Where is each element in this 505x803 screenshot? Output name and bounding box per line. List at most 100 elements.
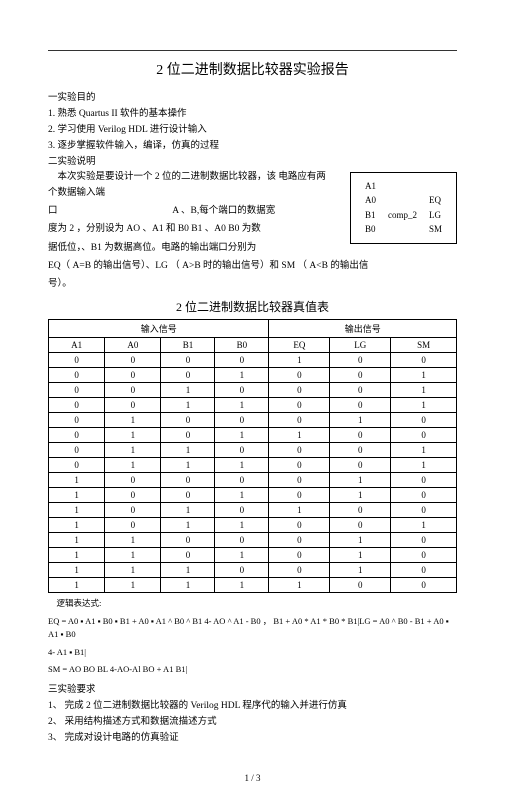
- table-row: 1000010: [49, 472, 457, 487]
- table-cell: 0: [105, 367, 161, 382]
- table-row: 1110010: [49, 562, 457, 577]
- table-row: 1111100: [49, 577, 457, 592]
- diag-sm: SM: [423, 222, 448, 236]
- sm-formula: SM = AO BO BL 4-AO-Al BO + A1 B1|: [48, 663, 457, 677]
- purpose-3: 3. 逐步掌握软件输入，编译，仿真的过程: [48, 137, 457, 151]
- desc-line-4: 据低位，、B1 为数据高位。电路的输出端口分别为: [48, 240, 328, 256]
- req-3: 3、 完成对设计电路的仿真验证: [48, 729, 457, 743]
- req-1: 1、 完成 2 位二进制数据比较器的 Verilog HDL 程序代的输入并进行…: [48, 697, 457, 711]
- table-cell: 0: [391, 412, 457, 427]
- table-cell: 1: [105, 457, 161, 472]
- page-footer: 1 / 3: [48, 773, 457, 783]
- table-cell: 1: [330, 412, 391, 427]
- table-cell: 1: [49, 472, 105, 487]
- table-cell: 1: [49, 517, 105, 532]
- table-row: 0100010: [49, 412, 457, 427]
- table-cell: 0: [391, 487, 457, 502]
- table-cell: 1: [269, 577, 330, 592]
- table-cell: 1: [161, 442, 215, 457]
- table-cell: 1: [269, 502, 330, 517]
- table-cell: 0: [269, 412, 330, 427]
- table-cell: 0: [215, 532, 269, 547]
- table-cell: 1: [161, 577, 215, 592]
- truth-table: 输入信号 输出信号 A1 A0 B1 B0 EQ LG SM 000010000…: [48, 319, 457, 593]
- table-cell: 1: [49, 547, 105, 562]
- purpose-2: 2. 学习使用 Verilog HDL 进行设计输入: [48, 121, 457, 135]
- table-cell: 0: [215, 352, 269, 367]
- table-cell: 1: [161, 457, 215, 472]
- table-cell: 0: [391, 352, 457, 367]
- table-row: 0000100: [49, 352, 457, 367]
- col-b1: B1: [161, 337, 215, 352]
- table-cell: 0: [161, 412, 215, 427]
- table-cell: 1: [49, 502, 105, 517]
- table-row: 0111001: [49, 457, 457, 472]
- table-cell: 0: [330, 577, 391, 592]
- purpose-1: 1. 熟悉 Quartus II 软件的基本操作: [48, 105, 457, 119]
- truth-header-row: A1 A0 B1 B0 EQ LG SM: [49, 337, 457, 352]
- table-row: 1101010: [49, 547, 457, 562]
- table-cell: 0: [269, 457, 330, 472]
- table-cell: 1: [330, 487, 391, 502]
- th-output: 输出信号: [269, 319, 457, 337]
- diag-b0: B0: [359, 222, 382, 236]
- table-cell: 1: [215, 427, 269, 442]
- table-cell: 0: [391, 427, 457, 442]
- table-cell: 0: [215, 562, 269, 577]
- table-cell: 0: [391, 472, 457, 487]
- table-cell: 0: [391, 562, 457, 577]
- table-cell: 0: [330, 397, 391, 412]
- table-cell: 0: [161, 352, 215, 367]
- table-cell: 0: [330, 382, 391, 397]
- table-cell: 0: [269, 397, 330, 412]
- table-cell: 1: [105, 547, 161, 562]
- table-cell: 1: [161, 502, 215, 517]
- table-cell: 1: [215, 547, 269, 562]
- desc-line-2b: A 、B,每个端口的数据宽: [172, 206, 275, 216]
- table-cell: 1: [161, 397, 215, 412]
- table-cell: 1: [161, 562, 215, 577]
- table-cell: 1: [391, 457, 457, 472]
- table-cell: 1: [269, 352, 330, 367]
- diag-a1: A1: [359, 179, 382, 193]
- table-cell: 0: [391, 532, 457, 547]
- table-row: 0101100: [49, 427, 457, 442]
- table-cell: 0: [269, 367, 330, 382]
- table-cell: 1: [391, 442, 457, 457]
- desc-line-6: 号）。: [48, 276, 328, 292]
- table-cell: 1: [215, 577, 269, 592]
- table-cell: 0: [49, 397, 105, 412]
- table-cell: 1: [391, 397, 457, 412]
- table-cell: 1: [330, 547, 391, 562]
- table-cell: 0: [49, 352, 105, 367]
- desc-line-2: 口 A 、B,每个端口的数据宽: [48, 203, 328, 219]
- table-cell: 0: [105, 397, 161, 412]
- section-1-title: 一实验目的: [48, 89, 457, 103]
- table-cell: 0: [215, 472, 269, 487]
- table-cell: 0: [269, 517, 330, 532]
- diag-b1: B1: [359, 208, 382, 222]
- table-cell: 0: [269, 487, 330, 502]
- table-cell: 0: [330, 367, 391, 382]
- table-cell: 1: [105, 577, 161, 592]
- table-cell: 0: [330, 427, 391, 442]
- table-cell: 0: [161, 487, 215, 502]
- table-cell: 0: [269, 547, 330, 562]
- desc-line-2a: 口: [48, 206, 58, 216]
- table-cell: 1: [105, 442, 161, 457]
- table-cell: 0: [330, 442, 391, 457]
- block-diagram: A1 A0EQ B1comp_2LG B0SM: [350, 172, 457, 244]
- table-cell: 1: [215, 457, 269, 472]
- table-row: 1001010: [49, 487, 457, 502]
- table-cell: 1: [49, 532, 105, 547]
- table-cell: 1: [330, 532, 391, 547]
- table-cell: 1: [161, 517, 215, 532]
- table-cell: 0: [330, 517, 391, 532]
- table-cell: 1: [215, 517, 269, 532]
- table-row: 1011001: [49, 517, 457, 532]
- th-input: 输入信号: [49, 319, 269, 337]
- table-cell: 1: [215, 487, 269, 502]
- table-cell: 1: [215, 397, 269, 412]
- truth-table-title: 2 位二进制数据比较器真值表: [48, 298, 457, 315]
- top-rule: [48, 50, 457, 51]
